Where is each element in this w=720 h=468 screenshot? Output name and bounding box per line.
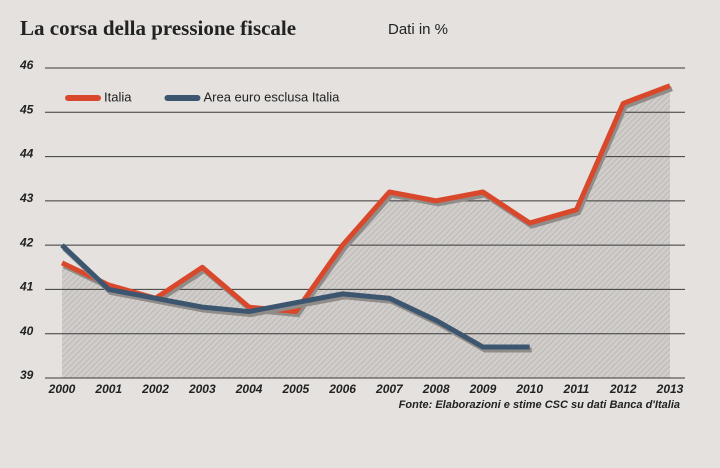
- y-tick-label: 44: [19, 147, 34, 161]
- x-tick-label: 2007: [375, 382, 404, 396]
- y-tick-label: 40: [19, 324, 34, 338]
- x-tick-label: 2001: [94, 382, 122, 396]
- y-tick-label: 46: [19, 58, 34, 72]
- x-tick-label: 2006: [328, 382, 356, 396]
- x-tick-label: 2011: [563, 382, 590, 396]
- x-tick-label: 2013: [656, 382, 684, 396]
- legend-label: Area euro esclusa Italia: [203, 89, 340, 104]
- x-tick-label: 2003: [188, 382, 216, 396]
- source-note: Fonte: Elaborazioni e stime CSC su dati …: [399, 399, 680, 411]
- x-tick-label: 2004: [235, 382, 263, 396]
- x-tick-label: 2008: [422, 382, 450, 396]
- chart-title: La corsa della pressione fiscale: [20, 16, 296, 40]
- line-shadow: [62, 86, 673, 318]
- y-tick-label: 43: [19, 191, 34, 205]
- x-tick-label: 2009: [469, 382, 497, 396]
- y-tick-label: 45: [19, 102, 34, 116]
- chart-subtitle: Dati in %: [388, 21, 448, 38]
- y-tick-label: 41: [19, 280, 34, 294]
- x-tick-label: 2002: [141, 382, 169, 396]
- area-fill: [62, 85, 670, 378]
- x-tick-label: 2000: [48, 382, 76, 396]
- legend-label: Italia: [104, 89, 132, 104]
- x-tick-label: 2010: [515, 382, 543, 396]
- x-tick-label: 2005: [281, 382, 309, 396]
- x-tick-label: 2012: [609, 382, 637, 396]
- y-tick-label: 42: [19, 235, 34, 249]
- plot-area: 39 40 41 42 43 44 45 46 2000 2001 2002 2003 2004 2005…: [19, 58, 685, 396]
- line: [60, 243, 530, 350]
- y-tick-label: 39: [20, 368, 34, 382]
- line: [60, 83, 671, 315]
